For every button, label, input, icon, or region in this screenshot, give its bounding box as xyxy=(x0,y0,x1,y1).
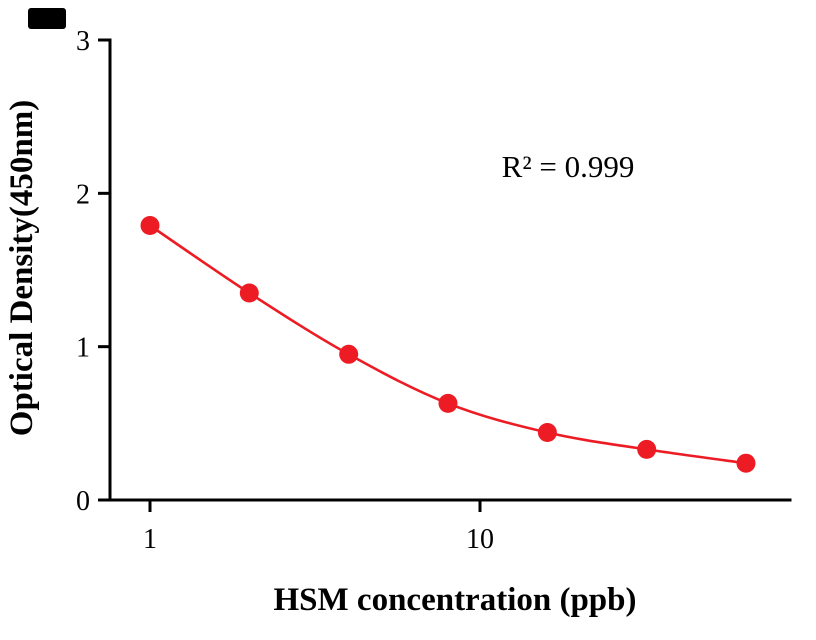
y-tick-label: 1 xyxy=(76,333,90,364)
data-point-3 xyxy=(339,344,359,364)
x-tick-label: 1 xyxy=(143,524,157,555)
y-tick-label: 0 xyxy=(76,486,90,517)
data-point-4 xyxy=(438,393,458,413)
plot-area: 0 1 2 3 1 10 xyxy=(76,26,792,555)
y-tick-label: 2 xyxy=(76,179,90,210)
data-point-2 xyxy=(239,283,259,303)
r-squared-annotation: R² = 0.999 xyxy=(502,149,635,184)
data-point-5 xyxy=(537,423,557,442)
x-tick-label: 10 xyxy=(466,524,494,555)
x-axis-label: HSM concentration (ppb) xyxy=(274,582,637,618)
y-axis-label: Optical Density(450nm) xyxy=(4,100,40,436)
data-point-6 xyxy=(637,439,657,459)
y-tick-label: 3 xyxy=(76,26,90,57)
data-point-1 xyxy=(140,216,160,235)
data-point-7 xyxy=(736,453,756,473)
fit-curve xyxy=(149,224,747,465)
corner-mark xyxy=(28,8,66,29)
